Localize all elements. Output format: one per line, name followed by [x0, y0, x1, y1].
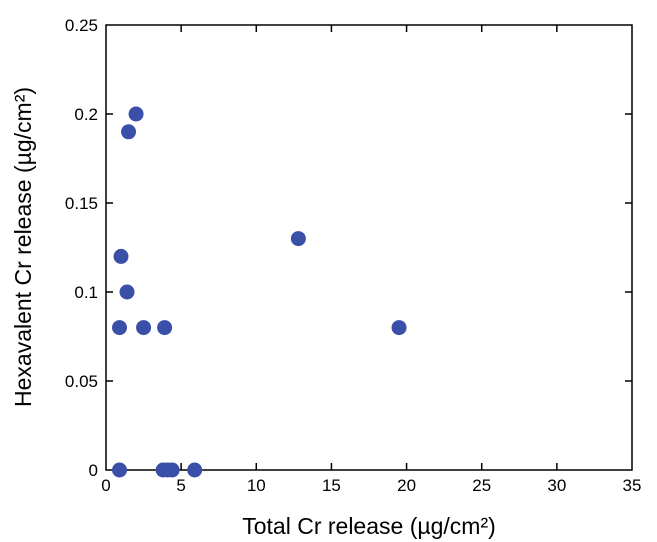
- scatter-point: [157, 320, 173, 336]
- scatter-point: [391, 320, 407, 336]
- y-axis-title: Hexavalent Cr release (µg/cm²): [10, 87, 36, 407]
- scatter-point: [164, 462, 180, 478]
- x-tick-label: 0: [101, 476, 110, 495]
- scatter-point: [119, 284, 135, 300]
- x-tick-label: 25: [472, 476, 491, 495]
- y-tick-label: 0.1: [74, 283, 98, 302]
- x-tick-label: 15: [322, 476, 341, 495]
- x-tick-label: 35: [623, 476, 642, 495]
- y-tick-label: 0.2: [74, 105, 98, 124]
- axis-ticks: [106, 25, 632, 470]
- scatter-point: [290, 231, 306, 247]
- x-axis-title: Total Cr release (µg/cm²): [242, 513, 496, 539]
- x-tick-label: 20: [397, 476, 416, 495]
- x-tick-label: 5: [176, 476, 185, 495]
- scatter-point: [187, 462, 203, 478]
- plot-frame: [105, 24, 633, 471]
- scatter-point: [113, 248, 129, 264]
- scatter-point: [112, 320, 128, 336]
- x-tick-label: 30: [547, 476, 566, 495]
- scatter-point: [128, 106, 144, 122]
- x-tick-label: 10: [247, 476, 266, 495]
- y-tick-label: 0.05: [65, 372, 98, 391]
- y-tick-label: 0.25: [65, 16, 98, 35]
- y-tick-label: 0: [89, 461, 98, 480]
- tick-labels: 0 5 10 15 20 25 30 35 0 0.05 0.1 0.15 0.2 0.25: [65, 16, 642, 495]
- data-points: [112, 106, 407, 478]
- scatter-point: [121, 124, 137, 140]
- scatter-point: [112, 462, 128, 478]
- scatter-point: [136, 320, 152, 336]
- y-tick-label: 0.15: [65, 194, 98, 213]
